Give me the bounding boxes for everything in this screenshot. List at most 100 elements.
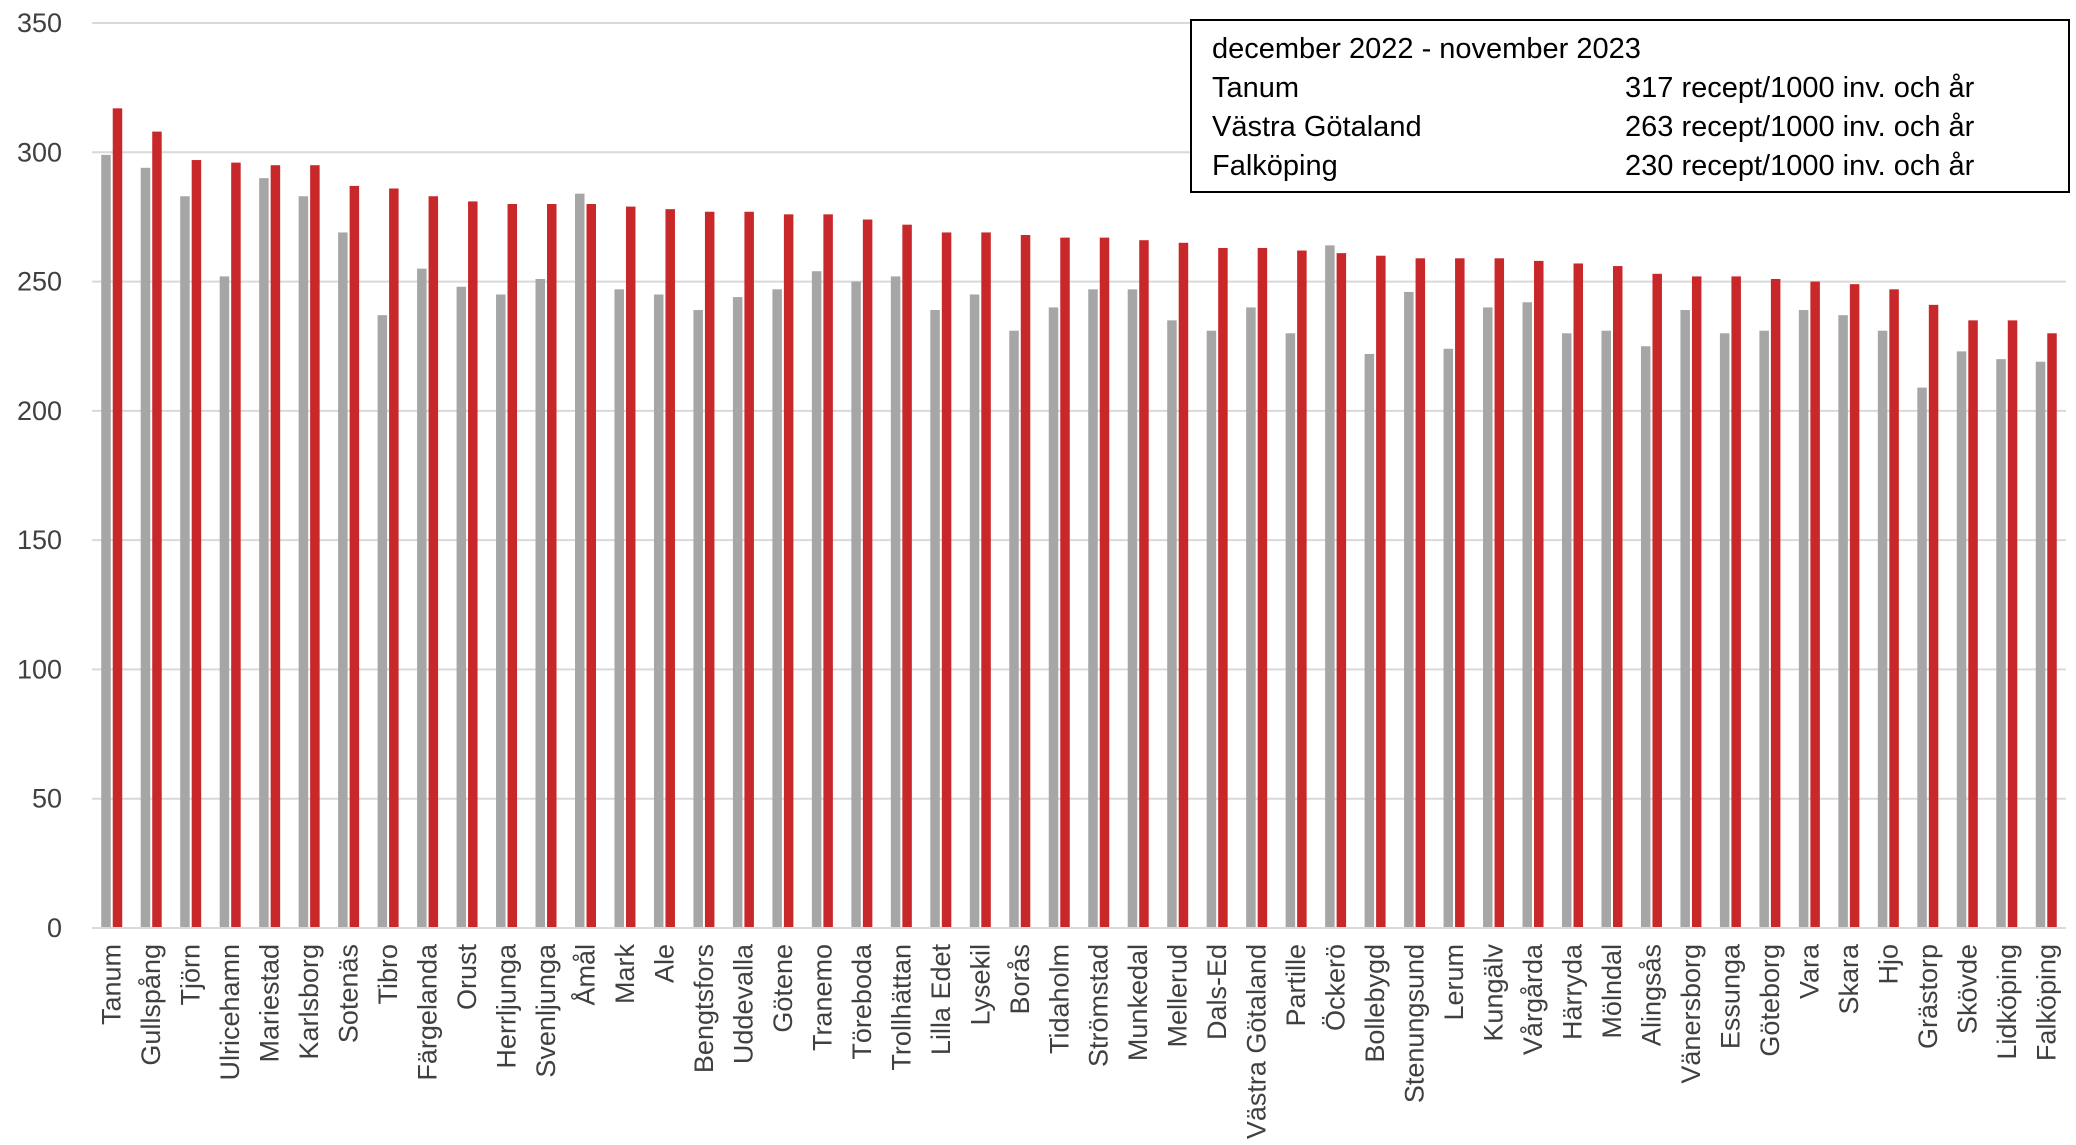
bar-red-15 — [704, 211, 715, 928]
x-tick-label: Essunga — [1715, 943, 1745, 1049]
bar-grey-17 — [772, 289, 782, 928]
x-tick-label: Karlsborg — [294, 944, 324, 1060]
bar-grey-35 — [1483, 307, 1493, 928]
x-tick-label: Stenungsund — [1400, 944, 1430, 1103]
y-tick-label: 250 — [17, 267, 62, 297]
bar-red-39 — [1652, 273, 1662, 928]
x-tick-label: Sotenäs — [334, 944, 364, 1043]
bar-red-9 — [468, 201, 478, 928]
bar-red-7 — [389, 188, 399, 928]
x-tick-label: Dals-Ed — [1202, 944, 1232, 1040]
bar-grey-28 — [1206, 330, 1217, 928]
bar-red-44 — [1849, 284, 1860, 929]
bar-grey-47 — [1956, 351, 1967, 928]
x-tick-label: Herrljunga — [492, 943, 522, 1069]
bar-grey-49 — [2035, 361, 2046, 928]
x-tick-label: Trollhättan — [886, 944, 916, 1071]
bar-red-16 — [744, 211, 754, 928]
bar-grey-23 — [1009, 330, 1019, 928]
x-tick-label: Tjörn — [176, 944, 206, 1006]
bar-red-1 — [152, 131, 162, 929]
x-tick-label: Ale — [649, 944, 679, 983]
x-tick-label: Töreboda — [847, 943, 877, 1060]
bar-grey-6 — [338, 232, 348, 928]
bar-red-23 — [1020, 235, 1031, 928]
x-tick-label: Härryda — [1558, 943, 1588, 1040]
bar-grey-36 — [1522, 302, 1533, 928]
bar-grey-10 — [496, 294, 506, 928]
bar-grey-42 — [1759, 330, 1769, 928]
bar-red-18 — [823, 214, 833, 929]
bar-red-8 — [428, 196, 439, 928]
y-tick-label: 100 — [17, 654, 62, 684]
x-tick-label: Lysekil — [965, 944, 995, 1026]
bar-grey-12 — [575, 193, 585, 928]
x-tick-label: Bengtsfors — [689, 944, 719, 1073]
x-tick-label: Gullspång — [136, 944, 166, 1066]
bar-red-34 — [1455, 258, 1465, 928]
bar-red-48 — [2007, 320, 2018, 928]
bar-grey-9 — [456, 286, 467, 928]
x-tick-label: Tranemo — [807, 944, 837, 1051]
bar-grey-16 — [732, 297, 743, 929]
bar-red-21 — [941, 232, 952, 928]
bar-grey-45 — [1877, 330, 1888, 928]
x-tick-label: Alingsås — [1636, 944, 1666, 1046]
bar-grey-21 — [930, 310, 940, 928]
x-tick-label: Tibro — [373, 944, 403, 1005]
bar-red-47 — [1968, 320, 1978, 928]
bar-red-2 — [191, 160, 202, 929]
bar-grey-39 — [1640, 346, 1651, 928]
bar-grey-26 — [1127, 289, 1138, 928]
annotation-row-value: 230 recept/1000 inv. och år — [1625, 150, 1975, 182]
bar-grey-14 — [653, 294, 664, 928]
x-tick-label: Tanum — [97, 944, 127, 1025]
y-tick-label: 50 — [32, 784, 62, 814]
y-tick-label: 200 — [17, 396, 62, 426]
bar-red-30 — [1297, 250, 1307, 929]
bar-grey-43 — [1798, 310, 1809, 928]
x-tick-label: Skövde — [1952, 944, 1982, 1034]
annotation-row-label: Tanum — [1212, 72, 1300, 104]
y-tick-label: 0 — [47, 913, 62, 943]
x-tick-label: Västra Götaland — [1242, 944, 1272, 1139]
bar-grey-8 — [417, 268, 427, 929]
bar-red-42 — [1770, 278, 1781, 928]
bar-grey-4 — [259, 178, 269, 929]
x-tick-label: Partille — [1281, 944, 1311, 1027]
x-tick-label: Hjo — [1873, 944, 1903, 985]
bar-red-19 — [862, 219, 873, 928]
x-tick-label: Skara — [1834, 943, 1864, 1015]
x-tick-label: Lidköping — [1992, 944, 2022, 1060]
bar-red-0 — [112, 108, 123, 929]
x-tick-label: Tidaholm — [1044, 944, 1074, 1054]
bar-grey-25 — [1088, 289, 1098, 928]
x-tick-label: Åmål — [570, 944, 601, 1006]
x-tick-label: Lilla Edet — [926, 944, 956, 1056]
x-tick-label: Orust — [452, 944, 482, 1011]
x-tick-label: Vårgårda — [1518, 943, 1548, 1055]
x-tick-label: Ulricehamn — [215, 944, 245, 1081]
y-tick-label: 150 — [17, 525, 62, 555]
bar-red-35 — [1494, 258, 1505, 928]
bar-grey-13 — [614, 289, 624, 928]
annotation-box: december 2022 - november 2023 Tanum 317 … — [1190, 19, 2070, 193]
x-tick-label: Munkedal — [1123, 944, 1153, 1061]
annotation-row-value: 317 recept/1000 inv. och år — [1625, 72, 1975, 104]
bar-grey-27 — [1167, 320, 1177, 928]
bar-grey-34 — [1443, 348, 1454, 928]
bar-red-4 — [270, 165, 281, 928]
bar-red-10 — [507, 204, 518, 928]
annotation-row-label: Falköping — [1212, 150, 1338, 182]
bar-red-17 — [783, 214, 794, 929]
y-axis-ticks: 0 50 100 150 200 250 300 350 — [17, 8, 62, 943]
bar-grey-37 — [1562, 333, 1572, 928]
bar-grey-44 — [1838, 315, 1848, 929]
bar-grey-29 — [1246, 307, 1256, 928]
bar-grey-33 — [1404, 291, 1414, 928]
x-tick-label: Falköping — [2031, 944, 2061, 1061]
bar-red-11 — [547, 204, 557, 928]
annotation-row-label: Västra Götaland — [1212, 111, 1422, 143]
bar-red-26 — [1139, 240, 1149, 928]
